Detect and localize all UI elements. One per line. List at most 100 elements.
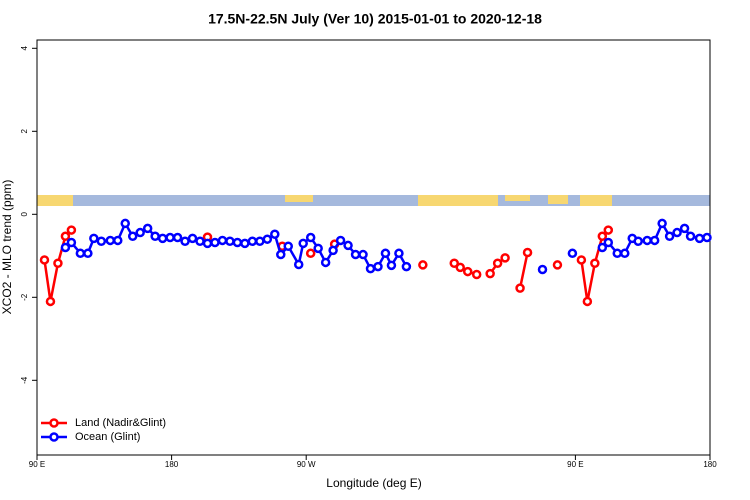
data-point <box>105 235 116 246</box>
data-point <box>202 238 213 249</box>
data-point <box>142 223 153 234</box>
land-strip <box>418 195 498 206</box>
land-strip <box>37 195 73 206</box>
data-point <box>247 236 258 247</box>
y-tick-label: 2 <box>20 129 29 134</box>
data-point <box>217 235 228 246</box>
data-point <box>633 236 643 247</box>
data-point <box>305 232 316 243</box>
data-point <box>394 248 404 259</box>
legend-label: Land (Nadir&Glint) <box>75 417 166 429</box>
data-point <box>455 262 465 273</box>
legend-marker <box>49 432 59 442</box>
legend-marker <box>49 418 59 428</box>
data-point <box>552 260 563 270</box>
data-point <box>672 227 682 238</box>
data-point <box>60 231 71 242</box>
data-point <box>597 242 608 253</box>
land-strip <box>548 195 568 204</box>
data-point <box>313 243 323 254</box>
data-point <box>694 233 705 244</box>
data-point <box>298 238 308 249</box>
data-point <box>485 268 495 279</box>
data-point <box>386 260 397 271</box>
ocean-strip <box>37 195 710 206</box>
data-point <box>365 263 376 274</box>
data-point <box>270 229 280 239</box>
data-point <box>195 236 205 247</box>
x-tick-label: 90 E <box>29 460 45 469</box>
data-point <box>187 233 198 244</box>
data-point <box>471 269 482 280</box>
data-point <box>157 233 168 244</box>
data-point <box>350 249 361 260</box>
data-point <box>293 259 304 270</box>
data-point <box>343 240 353 251</box>
data-point <box>649 235 660 246</box>
data-point <box>380 248 391 259</box>
data-point <box>66 225 77 235</box>
data-point <box>612 248 623 259</box>
y-tick-label: 4 <box>20 46 29 51</box>
data-point <box>75 248 86 259</box>
data-point <box>60 242 71 253</box>
data-point <box>679 223 690 234</box>
data-point <box>45 296 56 307</box>
x-tick-label: 180 <box>703 460 717 469</box>
data-point <box>500 253 510 263</box>
y-tick-label: 0 <box>20 212 29 217</box>
data-point <box>53 258 63 269</box>
chart-title: 17.5N-22.5N July (Ver 10) 2015-01-01 to … <box>208 11 542 27</box>
data-point <box>515 283 525 293</box>
plot-frame <box>36 39 711 456</box>
data-point <box>576 255 587 265</box>
data-point <box>172 232 183 243</box>
data-point <box>328 245 338 256</box>
data-point <box>522 247 533 258</box>
data-point <box>620 248 630 259</box>
data-point <box>165 232 175 243</box>
data-point <box>255 236 265 247</box>
data-point <box>642 235 652 246</box>
data-point <box>113 235 123 246</box>
data-point <box>89 233 99 244</box>
x-axis-label: Longitude (deg E) <box>326 476 421 490</box>
data-point <box>232 237 243 248</box>
data-point <box>335 235 346 246</box>
data-point <box>418 260 428 270</box>
data-point <box>210 237 220 248</box>
data-point <box>276 249 286 260</box>
land-strip <box>285 195 313 202</box>
data-point <box>120 218 130 229</box>
x-tick-label: 90 W <box>297 460 316 469</box>
data-point <box>537 264 548 275</box>
data-point <box>180 236 190 247</box>
data-point <box>657 218 667 229</box>
data-point <box>702 232 712 243</box>
data-point <box>305 248 316 259</box>
data-point <box>150 231 160 242</box>
data-point <box>567 248 578 259</box>
data-point <box>603 225 614 235</box>
data-point <box>597 231 608 242</box>
data-point <box>320 257 331 268</box>
data-point <box>358 249 368 260</box>
land-strip <box>580 195 612 206</box>
data-point <box>373 261 383 272</box>
data-point <box>603 237 614 248</box>
data-point <box>39 255 50 265</box>
data-point <box>590 258 600 269</box>
data-point <box>135 227 145 238</box>
data-point <box>262 234 273 244</box>
data-point <box>449 258 460 269</box>
data-point <box>492 258 503 269</box>
y-tick-label: -2 <box>20 293 29 301</box>
data-point <box>401 261 412 272</box>
x-tick-label: 180 <box>165 460 179 469</box>
map-strip <box>37 195 710 206</box>
y-axis-label: XCO2 - MLO trend (ppm) <box>0 180 14 315</box>
data-point <box>664 231 675 242</box>
data-point <box>685 231 696 242</box>
